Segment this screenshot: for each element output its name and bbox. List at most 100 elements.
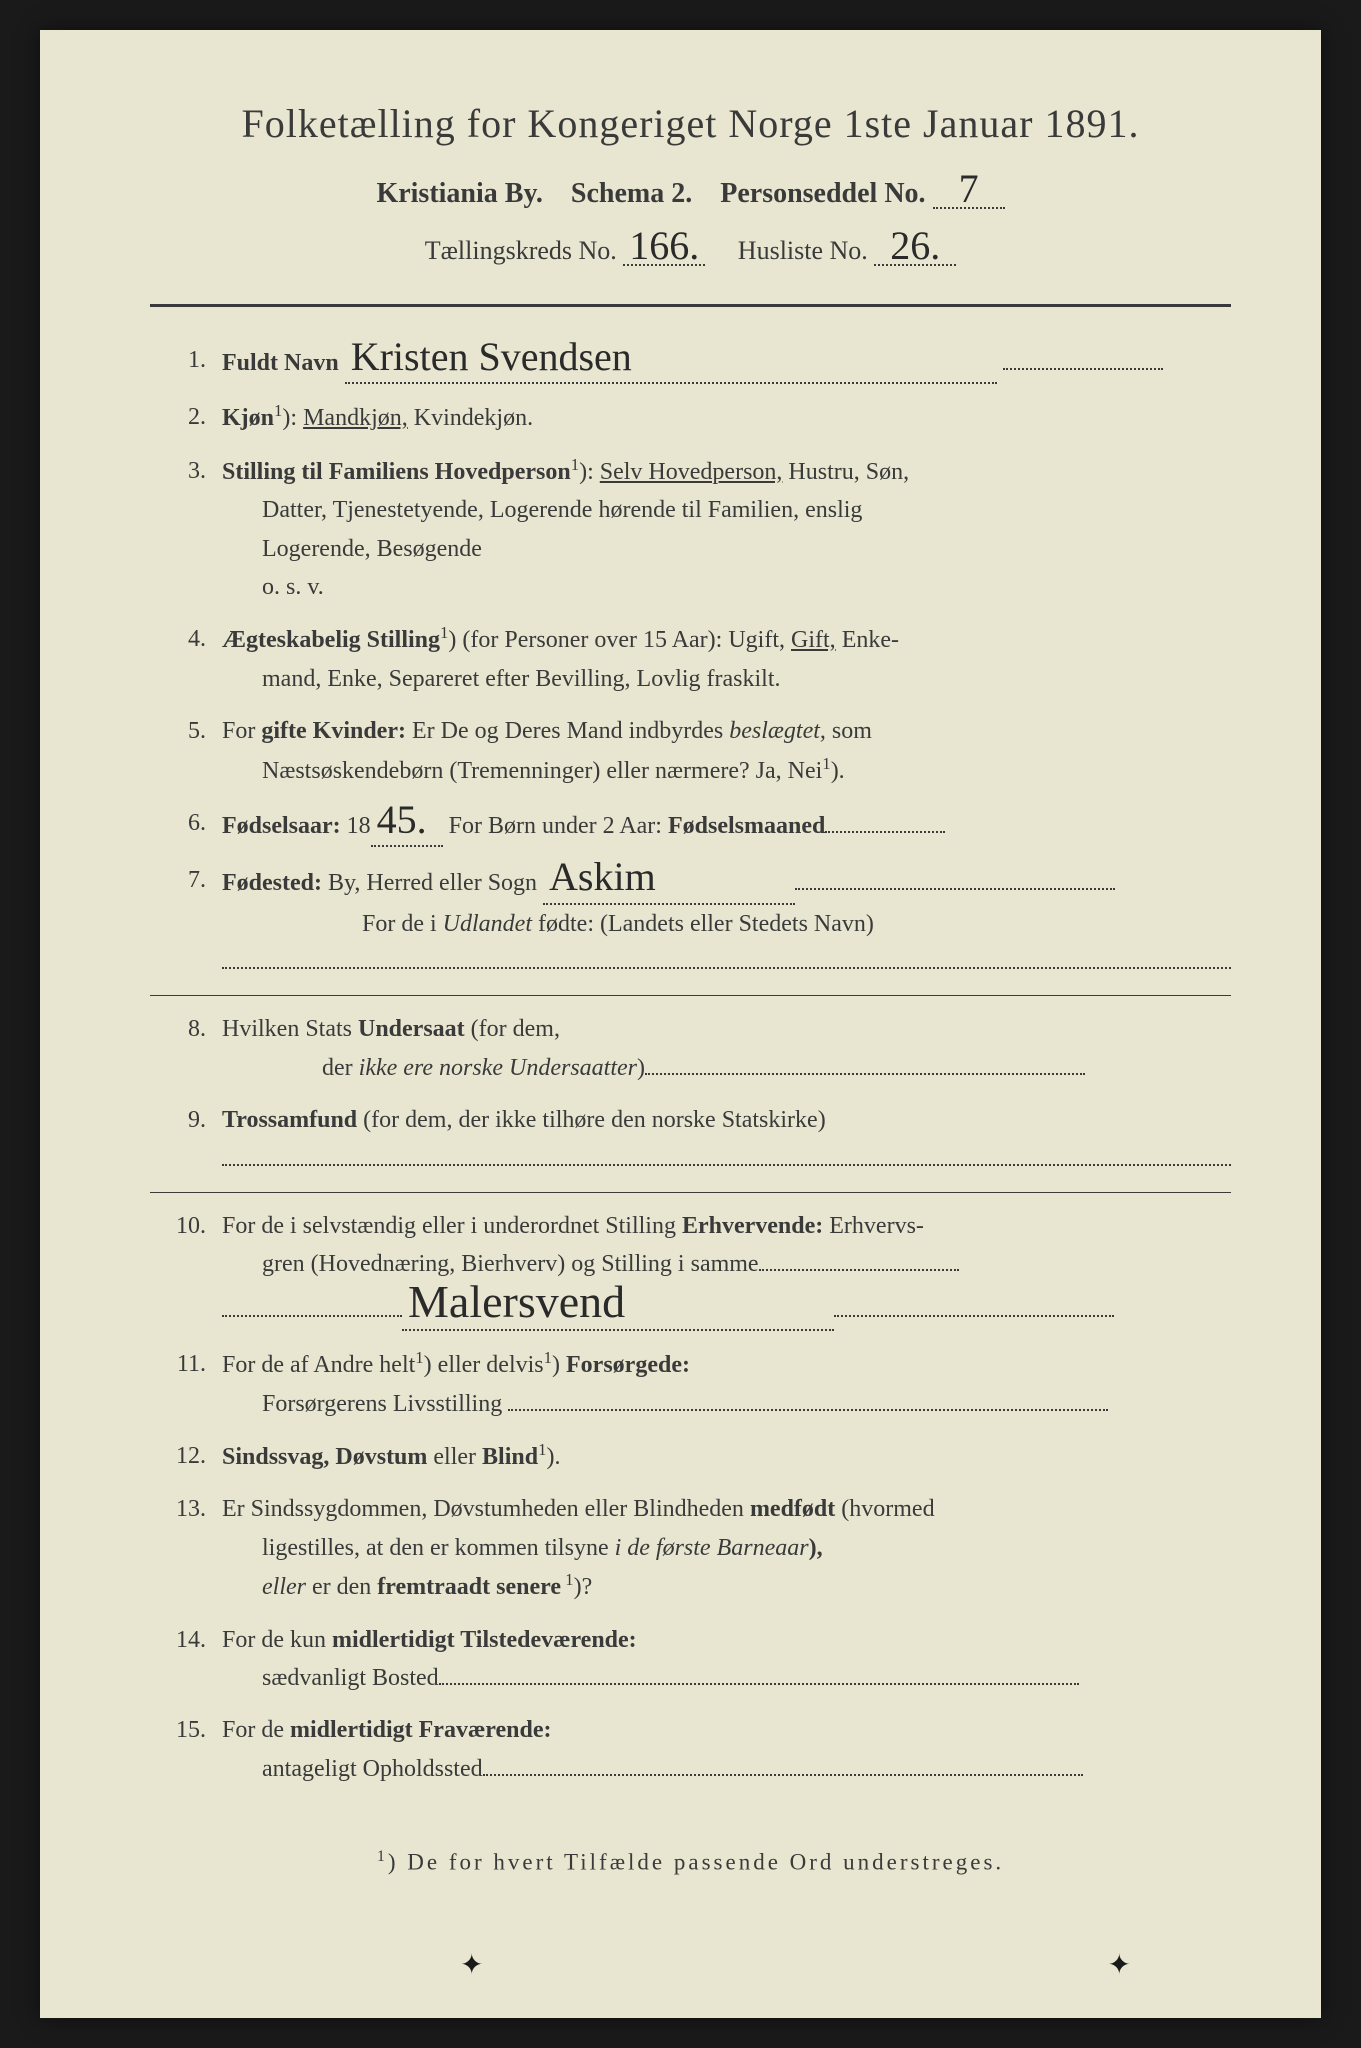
- field-10-bold: Erhvervende:: [682, 1213, 823, 1239]
- dotted-fill: [834, 1315, 1114, 1317]
- dotted-fill: [222, 1315, 402, 1317]
- dotted-fill: [759, 1269, 959, 1271]
- field-15: 15. For de midlertidigt Fraværende: anta…: [150, 1711, 1231, 1788]
- field-9-bold: Trossamfund: [222, 1107, 357, 1133]
- field-11-t3: ): [552, 1352, 566, 1378]
- field-13-l2b: ),: [809, 1535, 823, 1561]
- field-3-line4: o. s. v.: [222, 574, 324, 600]
- field-5-line2: Næstsøskendebørn (Tremenninger) eller næ…: [222, 758, 822, 784]
- field-7-label: Fødested:: [222, 870, 322, 896]
- field-3-label: Stilling til Familiens Hovedperson: [222, 459, 571, 485]
- personseddel-no: 7: [933, 171, 1005, 209]
- field-4: 4. Ægteskabelig Stilling1) (for Personer…: [150, 620, 1231, 698]
- field-13-l2i: i de første Barneaar: [615, 1535, 809, 1561]
- dotted-fill: [222, 1164, 1231, 1166]
- field-15-num: 15.: [150, 1711, 222, 1749]
- field-1-label: Fuldt Navn: [222, 350, 339, 376]
- field-7: 7. Fødested: By, Herred eller Sogn Askim…: [150, 861, 1231, 981]
- field-12: 12. Sindssvag, Døvstum eller Blind1).: [150, 1437, 1231, 1476]
- field-14-line2: sædvanligt Bosted: [222, 1665, 439, 1691]
- field-6: 6. Fødselsaar: 1845. For Børn under 2 Aa…: [150, 804, 1231, 847]
- dotted-fill: [222, 967, 1231, 969]
- field-14: 14. For de kun midlertidigt Tilstedevære…: [150, 1621, 1231, 1698]
- field-12-num: 12.: [150, 1437, 222, 1475]
- field-8-line2i: ikke ere norske Undersaatter: [359, 1055, 637, 1081]
- field-12-bold: Sindssvag, Døvstum: [222, 1444, 427, 1470]
- field-4-num: 4.: [150, 620, 222, 658]
- field-5-num: 5.: [150, 712, 222, 750]
- field-7-num: 7.: [150, 861, 222, 899]
- field-13-t1: Er Sindssygdommen, Døvstumheden eller Bl…: [222, 1496, 750, 1522]
- field-10-line2: gren (Hovednæring, Bierhverv) og Stillin…: [222, 1251, 759, 1277]
- field-13: 13. Er Sindssygdommen, Døvstumheden elle…: [150, 1490, 1231, 1606]
- field-11: 11. For de af Andre helt1) eller delvis1…: [150, 1345, 1231, 1423]
- divider-1: [150, 995, 1231, 996]
- field-5-ital: beslægtet,: [729, 718, 826, 744]
- field-5-t1: Er De og Deres Mand indbyrdes: [406, 718, 729, 744]
- census-form: Folketælling for Kongeriget Norge 1ste J…: [40, 30, 1321, 2018]
- field-4-line2: mand, Enke, Separeret efter Bevilling, L…: [222, 666, 781, 692]
- field-3-sel: Selv Hovedperson,: [600, 459, 783, 485]
- field-14-text: For de kun: [222, 1627, 332, 1653]
- field-1-num: 1.: [150, 341, 222, 379]
- field-10-t1: For de i selvstændig eller i underordnet…: [222, 1213, 682, 1239]
- field-9-text: (for dem, der ikke tilhøre den norske St…: [357, 1107, 826, 1133]
- field-11-num: 11.: [150, 1345, 222, 1383]
- field-7-line2i: Udlandet: [443, 911, 532, 937]
- field-15-text: For de: [222, 1717, 290, 1743]
- field-6-year: 45.: [377, 804, 427, 836]
- field-13-l3: er den: [306, 1574, 377, 1600]
- field-13-l3c: )?: [574, 1574, 593, 1600]
- field-6-num: 6.: [150, 804, 222, 842]
- field-8: 8. Hvilken Stats Undersaat (for dem, der…: [150, 1010, 1231, 1087]
- field-7-text: By, Herred eller Sogn: [322, 870, 537, 896]
- field-14-num: 14.: [150, 1621, 222, 1659]
- field-13-l3b: fremtraadt senere: [377, 1574, 561, 1600]
- field-4-label: Ægteskabelig Stilling: [222, 627, 440, 653]
- field-3-line2: Datter, Tjenestetyende, Logerende hørend…: [222, 497, 862, 523]
- field-6-mid: For Børn under 2 Aar:: [443, 813, 668, 839]
- field-8-line2b: ): [637, 1055, 645, 1081]
- field-1-value: Kristen Svendsen: [351, 341, 632, 373]
- binding-mark-icon: ✦: [1108, 1948, 1131, 1982]
- field-2: 2. Kjøn1): Mandkjøn, Kvindekjøn.: [150, 398, 1231, 437]
- divider-2: [150, 1192, 1231, 1193]
- husliste-no: 26.: [874, 228, 956, 266]
- field-11-line2: Forsørgerens Livsstilling: [222, 1391, 502, 1417]
- footnote-text: ) De for hvert Tilfælde passende Ord und…: [388, 1850, 1004, 1875]
- dotted-fill: [825, 831, 945, 833]
- field-4-opts2: Enke-: [836, 627, 899, 653]
- field-8-t1: Hvilken Stats: [222, 1016, 358, 1042]
- field-2-opt1: Mandkjøn,: [303, 405, 408, 431]
- field-7-line2a: For de i: [222, 911, 443, 937]
- field-4-opts1: Ugift,: [728, 627, 791, 653]
- husliste-label: Husliste No.: [738, 236, 868, 265]
- field-3-num: 3.: [150, 452, 222, 490]
- field-9-num: 9.: [150, 1101, 222, 1139]
- dotted-fill: [795, 888, 1115, 890]
- field-6-label: Fødselsaar:: [222, 813, 341, 839]
- field-12-text: eller: [427, 1444, 482, 1470]
- page-container: Folketælling for Kongeriget Norge 1ste J…: [0, 0, 1361, 2048]
- field-13-l3i: eller: [222, 1574, 306, 1600]
- field-10-t2: Erhvervs-: [823, 1213, 924, 1239]
- field-13-bold: medfødt: [750, 1496, 835, 1522]
- subtitle2-row: Tællingskreds No. 166. Husliste No. 26.: [150, 228, 1231, 266]
- field-2-opt2: Kvindekjøn.: [414, 405, 533, 431]
- kreds-no: 166.: [623, 228, 705, 266]
- field-13-num: 13.: [150, 1490, 222, 1528]
- main-title: Folketælling for Kongeriget Norge 1ste J…: [150, 100, 1231, 147]
- field-6-label2: Fødselsmaaned: [668, 813, 825, 839]
- city-label: Kristiania By.: [376, 178, 542, 209]
- field-11-t2: ) eller delvis: [424, 1352, 544, 1378]
- kreds-label: Tællingskreds No.: [425, 236, 617, 265]
- field-5-t2: som: [826, 718, 872, 744]
- field-12-bold2: Blind: [482, 1444, 538, 1470]
- field-8-line2: der: [222, 1055, 359, 1081]
- field-11-bold: Forsørgede:: [566, 1352, 690, 1378]
- field-9: 9. Trossamfund (for dem, der ikke tilhør…: [150, 1101, 1231, 1178]
- field-4-paren: (for Personer over 15 Aar):: [456, 627, 728, 653]
- dotted-fill: [439, 1683, 1079, 1685]
- field-3-rest1: Hustru, Søn,: [782, 459, 909, 485]
- divider-top: [150, 304, 1231, 307]
